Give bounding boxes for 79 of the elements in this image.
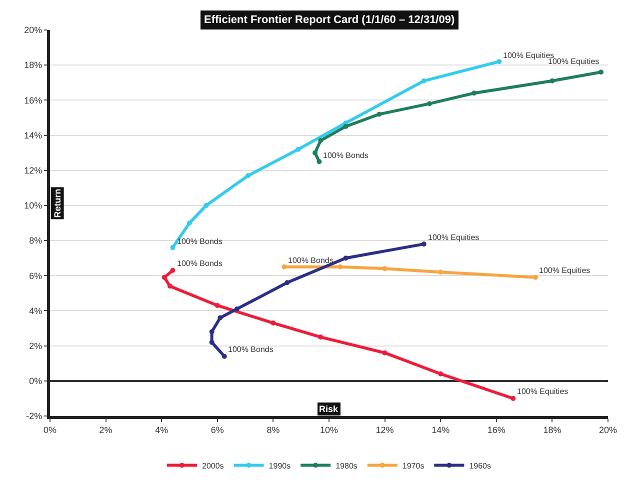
annotation: 100% Bonds — [177, 259, 222, 268]
point — [170, 268, 176, 273]
point — [296, 146, 301, 152]
point — [167, 284, 172, 289]
y-tick-label: -2% — [26, 411, 42, 422]
x-tick-label: 16% — [487, 424, 506, 435]
y-tick-label: 18% — [24, 60, 42, 70]
x-tick-label: 0% — [43, 424, 57, 435]
legend-label: 1980s — [336, 461, 358, 470]
legend-label: 1970s — [402, 461, 424, 470]
y-tick-label: 10% — [24, 200, 42, 211]
point — [282, 264, 287, 270]
point — [234, 306, 240, 312]
y-tick-label: 16% — [24, 95, 42, 106]
y-axis-title: Return — [52, 188, 62, 218]
legend-label: 1960s — [469, 461, 491, 470]
point — [187, 220, 192, 226]
point — [270, 320, 276, 326]
chart-title: Efficient Frontier Report Card (1/1/60 – 12/31/09) — [204, 14, 455, 26]
point — [222, 354, 227, 359]
point — [246, 173, 251, 178]
point — [312, 150, 318, 156]
x-tick-label: 20% — [598, 424, 618, 435]
annotation: 100% Bonds — [288, 256, 334, 265]
annotation: 100% Bonds — [228, 345, 274, 354]
point — [472, 90, 477, 96]
point — [438, 371, 444, 376]
y-tick-label: 14% — [24, 130, 42, 140]
point — [550, 78, 555, 84]
x-tick-label: 8% — [266, 424, 280, 435]
point — [214, 302, 220, 308]
point — [284, 280, 290, 286]
point — [598, 70, 604, 75]
point — [382, 350, 388, 356]
annotation: 100% Equities — [548, 57, 600, 66]
y-tick-label: 0% — [29, 376, 42, 386]
point — [209, 329, 214, 334]
point — [510, 396, 516, 401]
x-axis-title: Risk — [319, 404, 340, 414]
x-tick-label: 10% — [320, 424, 338, 435]
y-tick-label: 4% — [29, 306, 42, 316]
annotation: 100% Bonds — [323, 151, 368, 160]
point — [170, 245, 176, 250]
point — [318, 138, 324, 144]
annotation: 100% Equities — [517, 387, 568, 396]
x-tick-label: 12% — [376, 424, 394, 435]
y-tick-label: 8% — [29, 236, 42, 246]
legend-label: 2000s — [202, 461, 224, 470]
x-tick-label: 6% — [210, 424, 224, 435]
point — [209, 340, 214, 345]
point — [316, 159, 322, 164]
x-tick-label: 18% — [543, 424, 562, 435]
y-tick-label: 2% — [29, 340, 42, 351]
x-tick-label: 2% — [99, 424, 112, 435]
point — [438, 270, 444, 275]
annotation: 100% Equities — [428, 233, 480, 242]
x-tick-label: 4% — [155, 424, 168, 435]
point — [218, 315, 223, 320]
legend-label: 1990s — [268, 461, 291, 470]
y-tick-label: 12% — [24, 166, 42, 176]
point — [421, 78, 426, 84]
annotation: 100% Bonds — [177, 237, 222, 246]
y-tick-label: 6% — [29, 270, 42, 281]
point — [426, 101, 432, 106]
point — [532, 274, 538, 280]
point — [204, 202, 209, 208]
point — [343, 124, 348, 129]
point — [343, 256, 348, 261]
point — [376, 112, 382, 117]
x-tick-label: 14% — [432, 424, 450, 435]
point — [382, 266, 388, 272]
annotation: 100% Equities — [539, 266, 590, 275]
point — [318, 334, 324, 340]
y-tick-label: 20% — [24, 25, 42, 36]
point — [421, 242, 426, 247]
point — [496, 59, 502, 64]
annotation: 100% Equities — [503, 51, 554, 60]
point — [338, 264, 343, 270]
point — [162, 274, 167, 280]
